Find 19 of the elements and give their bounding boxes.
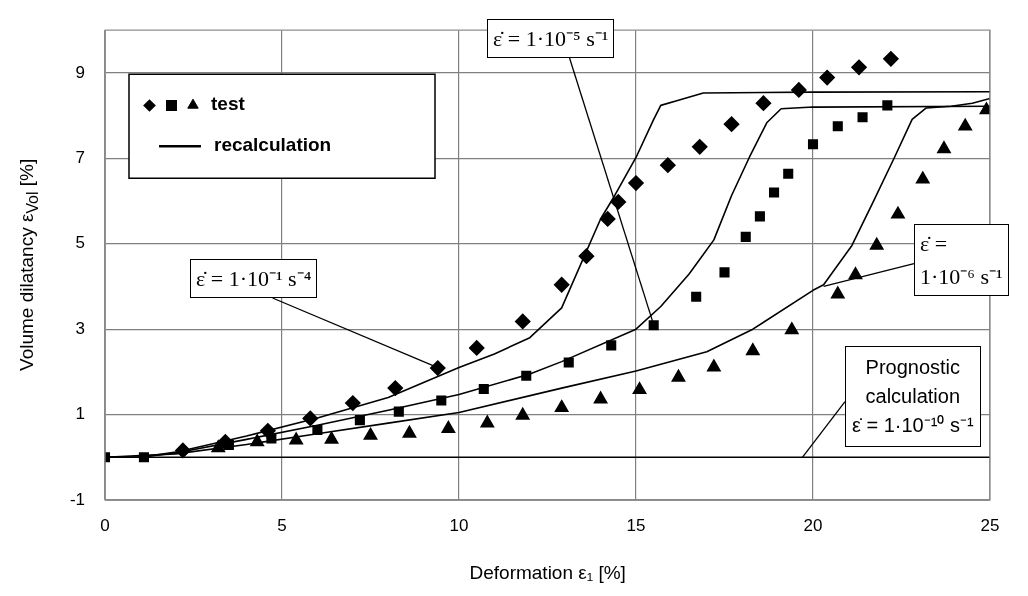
y-tick-label: -1 <box>69 489 85 509</box>
legend-label: recalculation <box>214 134 332 156</box>
annotation: Prognostic calculation ε̇ = 1·10⁻¹⁰ s⁻¹ <box>845 346 981 447</box>
annotation: ε̇ = 1·10⁻⁵ s⁻¹ <box>487 19 615 58</box>
x-tick-label: 5 <box>277 515 287 535</box>
legend-label: test <box>211 93 246 115</box>
y-tick-label: 7 <box>75 148 85 168</box>
annotation: ε̇ = 1·10⁻¹ s⁻⁴ <box>190 259 318 298</box>
y-tick-label: 3 <box>75 318 85 338</box>
x-tick-label: 10 <box>449 515 469 535</box>
x-tick-label: 25 <box>980 515 1000 535</box>
annotation: ε̇ = 1·10⁻⁶ s⁻¹ <box>914 224 1009 296</box>
x-tick-label: 20 <box>803 515 823 535</box>
y-tick-label: 1 <box>75 404 85 424</box>
x-tick-label: 15 <box>626 515 646 535</box>
y-tick-label: 9 <box>75 62 85 82</box>
x-tick-label: 0 <box>100 515 110 535</box>
y-tick-label: 5 <box>75 233 85 253</box>
x-axis-title: Deformation ε₁ [%] <box>469 562 626 584</box>
